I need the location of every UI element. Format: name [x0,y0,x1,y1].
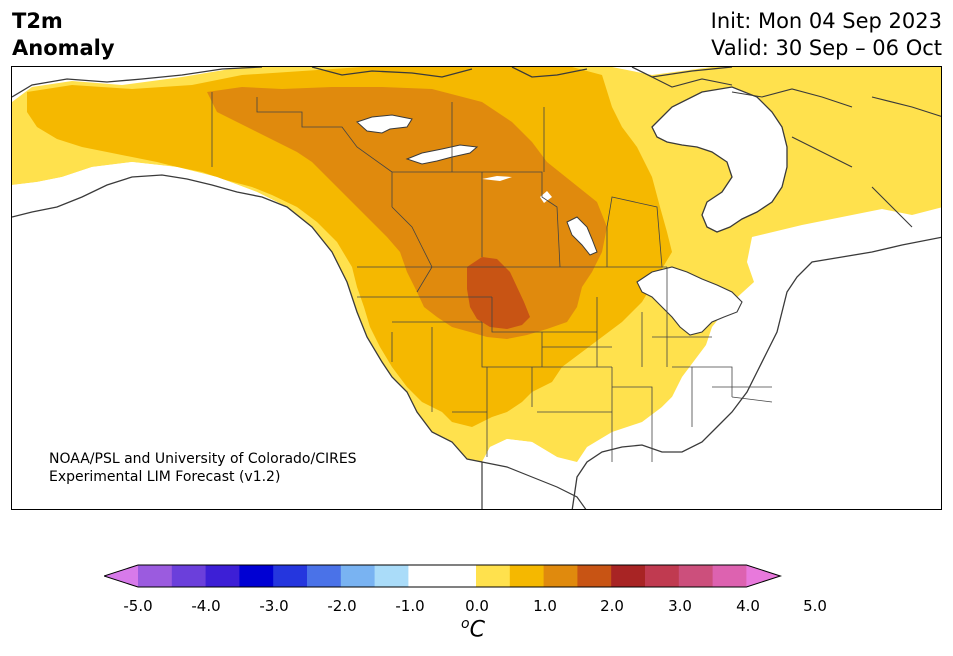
units-celsius: C [469,617,485,643]
lake-winnipeg [567,217,597,255]
credit-line-1: NOAA/PSL and University of Colorado/CIRE… [49,451,357,467]
anomaly-map [11,66,942,510]
eastern-us [602,237,941,509]
colorbar-tick: -4.0 [191,597,221,615]
colorbar-cell [138,565,173,587]
colorbar-tick: 5.0 [803,597,827,615]
colorbar-tick: 4.0 [736,597,760,615]
colorbar-tick: -5.0 [123,597,153,615]
colorbar-tick: 0.0 [465,597,489,615]
colorbar-tick: -2.0 [327,597,357,615]
colorbar-tick: 3.0 [668,597,692,615]
great-lakes [637,267,742,335]
colorbar [104,564,783,588]
title-line-1: T2m [12,9,63,33]
colorbar-cell [509,565,545,587]
colorbar-cell [476,565,511,587]
coastline-lakes-north [356,114,598,256]
colorbar-over-arrow [746,565,781,587]
lake-great-bear [357,115,412,133]
colorbar-cell [374,565,409,587]
political-boundaries [211,92,773,462]
colorbar-tick: 2.0 [600,597,624,615]
colorbar-tick-labels: -5.0 -4.0 -3.0 -2.0 -1.0 0.0 1.0 2.0 3.0… [0,597,953,617]
lake-athabasca [482,176,512,181]
lake-great-slave [407,145,477,164]
valid-date-label: Valid: 30 Sep – 06 Oct [711,36,942,60]
colorbar-cell [442,565,477,587]
colorbar-tick: 1.0 [533,597,557,615]
units-degree: o [461,616,470,632]
colorbar-cell [577,565,612,587]
coastline-west [12,174,483,463]
pacific-ocean [12,162,577,509]
colorbar-cell [408,565,443,587]
colorbar-cell [712,565,747,587]
colorbar-cell [611,565,646,587]
colorbar-cell [171,565,207,587]
lake-small [540,191,552,203]
credit-line-2: Experimental LIM Forecast (v1.2) [49,469,281,485]
colorbar-units: oC [461,616,485,642]
colorbar-cell [543,565,578,587]
coastline-east [571,236,941,509]
forecast-dates: Init: Mon 04 Sep 2023 Valid: 30 Sep – 06… [711,8,942,62]
colorbar-tick: -3.0 [259,597,289,615]
mexico-south [481,461,587,509]
arctic-islands [651,76,941,228]
colorbar-cell [678,565,714,587]
hudson-bay [652,87,787,232]
coastline-north [12,67,733,98]
map-title: T2m Anomaly [12,8,115,62]
colorbar-cell [273,565,308,587]
gulf-of-mexico [582,445,672,502]
anomaly-region-2-0 [467,257,530,329]
colorbar-tick: -1.0 [395,597,425,615]
coastline-great-lakes [636,266,743,336]
colorbar-cell [645,565,680,587]
colorbar-outline [104,564,783,588]
init-date-label: Init: Mon 04 Sep 2023 [710,9,942,33]
colorbar-cell [205,565,240,587]
forecast-credit: NOAA/PSL and University of Colorado/CIRE… [49,450,357,486]
colorbar-cell [307,565,342,587]
colorbar-cell [340,565,376,587]
anomaly-map-svg [12,67,941,509]
colorbar-cell [239,565,274,587]
colorbar-under-arrow [104,565,138,587]
coastline-hudson [651,86,788,233]
title-line-2: Anomaly [12,36,115,60]
